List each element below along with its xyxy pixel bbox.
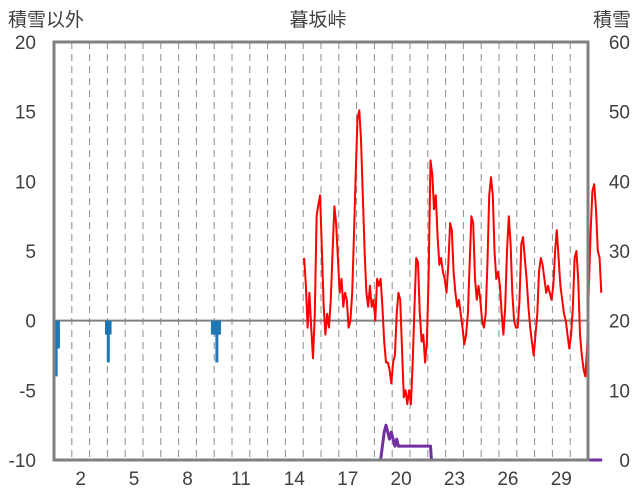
x-tick-label: 20	[391, 469, 412, 490]
x-tick-label: 14	[284, 469, 306, 490]
x-tick-label: 17	[337, 469, 358, 490]
left-y-tick-label: 10	[15, 172, 36, 193]
left-y-tick-label: 5	[25, 242, 36, 263]
left-y-tick-label: 20	[15, 33, 36, 54]
x-tick-label: 29	[551, 469, 572, 490]
chart-title: 暮坂峠	[289, 9, 346, 31]
right-y-tick-label: 30	[609, 242, 630, 263]
precipitation-bar	[108, 320, 112, 335]
right-y-tick-label: 50	[609, 103, 630, 124]
plot-frame	[52, 40, 590, 462]
left-y-tick-label: 0	[25, 312, 36, 333]
x-tick-label: 23	[444, 469, 465, 490]
x-tick-label: 8	[182, 469, 193, 490]
precipitation-bars	[54, 320, 222, 377]
x-ticks: 2 5 8 11 14 17 20 23 26 29	[75, 469, 571, 490]
vertical-grid	[71, 42, 571, 460]
right-y-tick-label: 40	[609, 172, 630, 193]
x-tick-label: 26	[497, 469, 518, 490]
left-y-tick-label: 15	[15, 103, 36, 124]
x-tick-label: 5	[129, 469, 140, 490]
right-y-tick-label: 60	[609, 33, 630, 54]
precipitation-bar	[54, 320, 58, 377]
right-y-tick-label: 20	[609, 312, 630, 333]
left-y-tick-label: -10	[9, 451, 36, 472]
left-y-ticks: 20 15 10 5 0 -5 -10	[9, 33, 36, 472]
temperature-line	[303, 109, 603, 406]
precipitation-bar	[106, 320, 110, 363]
left-y-tick-label: -5	[19, 381, 36, 402]
precipitation-bar	[105, 320, 109, 335]
right-axis-label: 積雪	[593, 9, 631, 31]
right-y-tick-label: 10	[609, 381, 630, 402]
precipitation-bar	[218, 320, 222, 335]
precipitation-bar	[215, 320, 219, 363]
x-tick-label: 2	[75, 469, 86, 490]
snow-depth-line	[303, 423, 603, 462]
precipitation-bar	[56, 320, 60, 349]
right-y-tick-label: 0	[619, 451, 630, 472]
right-y-ticks: 60 50 40 30 20 10 0	[609, 33, 630, 472]
precipitation-bar	[210, 320, 214, 335]
precipitation-bar	[213, 320, 217, 335]
x-tick-label: 11	[231, 469, 251, 490]
left-axis-label: 積雪以外	[8, 9, 84, 31]
